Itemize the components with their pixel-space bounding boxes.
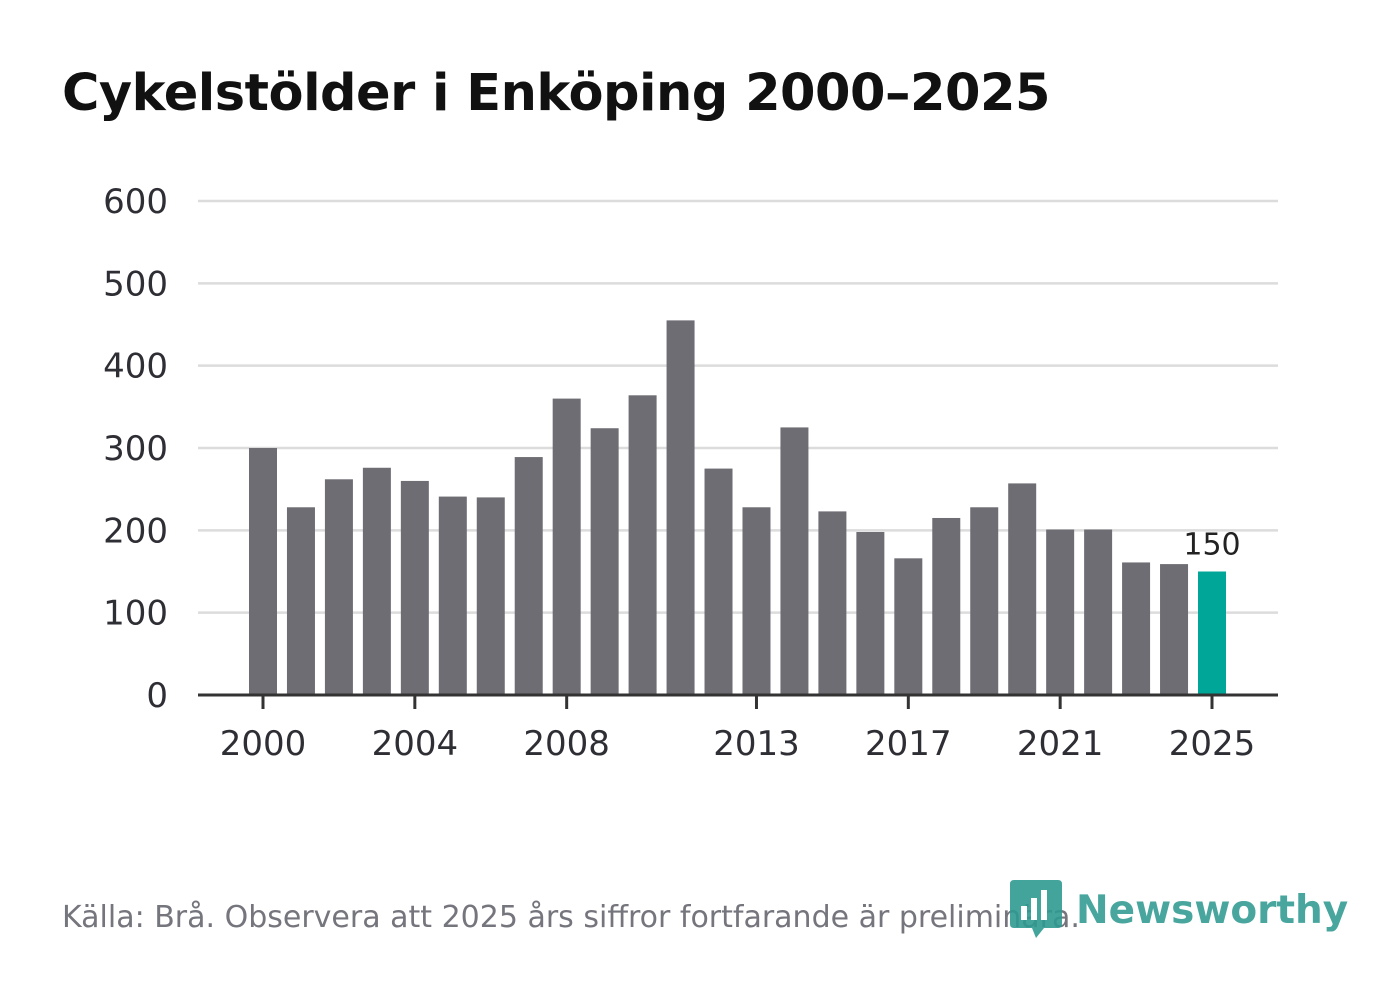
axes: 0 100 200 300 400 500 600 150 2000 2004 2008 2013 20… <box>103 182 1278 764</box>
bar-2014 <box>780 427 809 695</box>
y-tick-label-0: 0 <box>146 676 168 716</box>
y-tick-label-200: 200 <box>103 511 168 551</box>
x-tick-label-2004: 2004 <box>372 724 459 764</box>
bar-2020 <box>1008 483 1037 695</box>
x-tick-label-2000: 2000 <box>220 724 307 764</box>
bar-2011 <box>666 320 695 695</box>
bar-2019 <box>970 507 999 695</box>
gridlines <box>198 199 1278 614</box>
bar-2000 <box>249 448 277 695</box>
y-tick-label-400: 400 <box>103 347 168 387</box>
data-label-2025: 150 <box>1183 528 1240 563</box>
newsworthy-logo-icon <box>1010 880 1062 938</box>
bar-2012 <box>704 468 733 695</box>
bar-2022 <box>1084 529 1113 695</box>
x-tick-label-2021: 2021 <box>1017 724 1104 764</box>
bar-2005 <box>438 496 467 695</box>
bar-2013 <box>742 507 771 695</box>
bar-2017 <box>894 558 923 695</box>
x-tick-label-2017: 2017 <box>865 724 952 764</box>
bar-2015 <box>818 511 847 695</box>
bar-2001 <box>286 507 315 695</box>
bar-2016 <box>856 531 885 695</box>
x-tick-label-2013: 2013 <box>713 724 800 764</box>
brand-logo: Newsworthy <box>1010 880 1348 940</box>
bar-2009 <box>590 428 619 695</box>
y-tick-label-100: 100 <box>103 594 168 634</box>
chart-title: Cykelstölder i Enköping 2000–2025 <box>62 64 1050 123</box>
bar-2002 <box>324 479 353 695</box>
bar-2018 <box>932 517 961 695</box>
source-note: Källa: Brå. Observera att 2025 års siffr… <box>62 900 1080 935</box>
x-tick-label-2008: 2008 <box>523 724 610 764</box>
bar-2008 <box>552 398 581 695</box>
brand-name: Newsworthy <box>1076 887 1349 933</box>
bar-2010 <box>628 395 657 695</box>
bar-2006 <box>476 497 505 695</box>
y-tick-label-600: 600 <box>103 182 168 222</box>
bar-2004 <box>400 480 429 695</box>
bar-2003 <box>362 467 391 695</box>
x-tick-label-2025: 2025 <box>1169 724 1256 764</box>
y-tick-label-300: 300 <box>103 429 168 469</box>
bar-2025 <box>1198 571 1226 695</box>
bar-2007 <box>514 457 543 695</box>
bars <box>249 320 1226 695</box>
y-tick-label-500: 500 <box>103 264 168 304</box>
bar-2023 <box>1122 562 1151 695</box>
bar-2021 <box>1046 529 1075 695</box>
bar-2024 <box>1160 564 1189 695</box>
